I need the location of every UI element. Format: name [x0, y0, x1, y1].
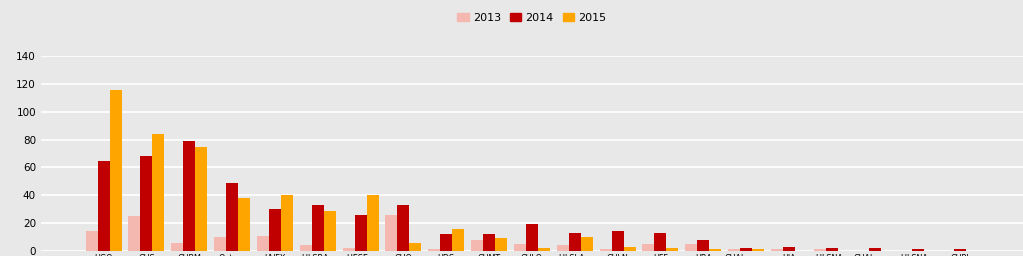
Bar: [109, 90, 122, 251]
Bar: [409, 242, 421, 251]
Bar: [86, 231, 97, 251]
Bar: [514, 244, 526, 251]
Bar: [624, 247, 635, 251]
Bar: [238, 198, 250, 251]
Bar: [386, 215, 398, 251]
Bar: [183, 141, 195, 251]
Bar: [783, 247, 795, 251]
Bar: [355, 215, 366, 251]
Bar: [581, 237, 592, 251]
Bar: [152, 134, 165, 251]
Bar: [655, 233, 666, 251]
Bar: [257, 236, 269, 251]
Bar: [140, 156, 152, 251]
Bar: [685, 244, 698, 251]
Bar: [472, 240, 483, 251]
Bar: [698, 240, 709, 251]
Bar: [869, 248, 881, 251]
Bar: [300, 245, 312, 251]
Bar: [741, 248, 752, 251]
Bar: [709, 250, 721, 251]
Legend: 2013, 2014, 2015: 2013, 2014, 2015: [453, 8, 611, 27]
Bar: [538, 248, 550, 251]
Bar: [226, 183, 238, 251]
Bar: [281, 195, 293, 251]
Bar: [814, 250, 826, 251]
Bar: [312, 205, 323, 251]
Bar: [526, 225, 538, 251]
Bar: [97, 161, 109, 251]
Bar: [954, 250, 967, 251]
Bar: [642, 244, 655, 251]
Bar: [666, 248, 678, 251]
Bar: [452, 229, 464, 251]
Bar: [343, 248, 355, 251]
Bar: [569, 233, 581, 251]
Bar: [612, 231, 624, 251]
Bar: [599, 250, 612, 251]
Bar: [826, 248, 838, 251]
Bar: [323, 211, 336, 251]
Bar: [557, 245, 569, 251]
Bar: [214, 237, 226, 251]
Bar: [440, 234, 452, 251]
Bar: [429, 250, 440, 251]
Bar: [195, 147, 208, 251]
Bar: [366, 195, 379, 251]
Bar: [771, 250, 783, 251]
Bar: [269, 209, 281, 251]
Bar: [483, 234, 495, 251]
Bar: [728, 250, 741, 251]
Bar: [171, 242, 183, 251]
Bar: [398, 205, 409, 251]
Bar: [752, 250, 764, 251]
Bar: [495, 238, 507, 251]
Bar: [129, 216, 140, 251]
Bar: [911, 250, 924, 251]
